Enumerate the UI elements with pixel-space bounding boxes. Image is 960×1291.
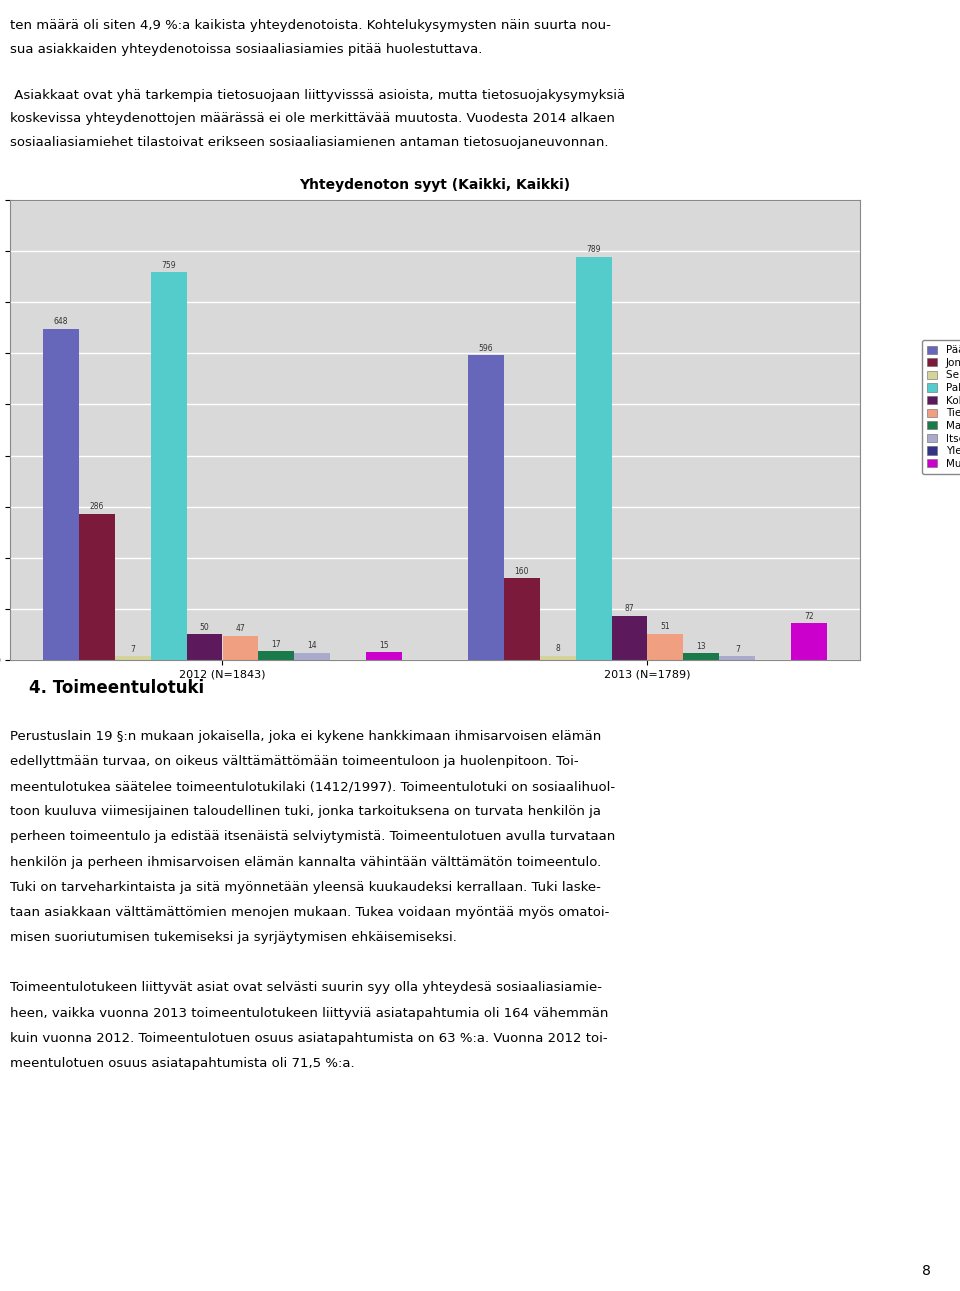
Text: meentulotukea säätelee toimeentulotukilaki (1412/1997). Toimeentulotuki on sosia: meentulotukea säätelee toimeentulotukila… <box>10 780 614 793</box>
Bar <box>258 652 295 660</box>
Text: Toimeentulotukeen liittyvät asiat ovat selvästi suurin syy olla yhteydesä sosiaa: Toimeentulotukeen liittyvät asiat ovat s… <box>10 981 602 994</box>
Text: 15: 15 <box>379 640 389 649</box>
Text: 596: 596 <box>478 343 493 352</box>
Bar <box>684 653 719 660</box>
Text: 17: 17 <box>272 640 281 649</box>
Text: koskevissa yhteydenottojen määrässä ei ole merkittävää muutosta. Vuodesta 2014 a: koskevissa yhteydenottojen määrässä ei o… <box>10 112 614 125</box>
Text: 50: 50 <box>200 622 209 631</box>
Bar <box>540 656 576 660</box>
Bar <box>719 656 756 660</box>
Bar <box>791 624 828 660</box>
Text: kuin vuonna 2012. Toimeentulotuen osuus asiatapahtumista on 63 %:a. Vuonna 2012 : kuin vuonna 2012. Toimeentulotuen osuus … <box>10 1032 608 1044</box>
Bar <box>468 355 504 660</box>
Text: 51: 51 <box>660 622 670 631</box>
Text: taan asiakkaan välttämättömien menojen mukaan. Tukea voidaan myöntää myös omatoi: taan asiakkaan välttämättömien menojen m… <box>10 906 609 919</box>
Text: toon kuuluva viimesijainen taloudellinen tuki, jonka tarkoituksena on turvata he: toon kuuluva viimesijainen taloudellinen… <box>10 806 601 818</box>
Text: Tuki on tarveharkintaista ja sitä myönnetään yleensä kuukaudeksi kerrallaan. Tuk: Tuki on tarveharkintaista ja sitä myönne… <box>10 880 600 893</box>
Text: edellyttmään turvaa, on oikeus välttämättömään toimeentuloon ja huolenpitoon. To: edellyttmään turvaa, on oikeus välttämät… <box>10 755 578 768</box>
Text: 4. Toimeentulotuki: 4. Toimeentulotuki <box>29 679 204 697</box>
Text: 7: 7 <box>131 646 135 653</box>
Text: ten määrä oli siten 4,9 %:a kaikista yhteydenotoista. Kohtelukysymysten näin suu: ten määrä oli siten 4,9 %:a kaikista yht… <box>10 19 611 32</box>
Bar <box>367 652 402 660</box>
Text: 160: 160 <box>515 567 529 576</box>
Bar <box>576 257 612 660</box>
Bar <box>647 634 684 660</box>
Text: meentulotuen osuus asiatapahtumista oli 71,5 %:a.: meentulotuen osuus asiatapahtumista oli … <box>10 1057 354 1070</box>
Text: 7: 7 <box>735 646 740 653</box>
Text: sua asiakkaiden yhteydenotoissa sosiaaliasiamies pitää huolestuttava.: sua asiakkaiden yhteydenotoissa sosiaali… <box>10 43 482 56</box>
Bar <box>114 656 151 660</box>
Text: heen, vaikka vuonna 2013 toimeentulotukeen liittyviä asiatapahtumia oli 164 vähe: heen, vaikka vuonna 2013 toimeentulotuke… <box>10 1007 608 1020</box>
Text: 789: 789 <box>587 245 601 254</box>
Text: sosiaaliasiamiehet tilastoivat erikseen sosiaaliasiamienen antaman tietosuojaneu: sosiaaliasiamiehet tilastoivat erikseen … <box>10 136 608 148</box>
Text: henkilön ja perheen ihmisarvoisen elämän kannalta vähintään välttämätön toimeent: henkilön ja perheen ihmisarvoisen elämän… <box>10 856 601 869</box>
Text: 72: 72 <box>804 612 814 621</box>
Text: 14: 14 <box>307 642 317 651</box>
Bar <box>612 616 647 660</box>
Bar <box>223 636 258 660</box>
Text: 87: 87 <box>625 604 635 613</box>
Bar <box>79 514 114 660</box>
Title: Yhteydenoton syyt (Kaikki, Kaikki): Yhteydenoton syyt (Kaikki, Kaikki) <box>300 178 570 192</box>
Text: misen suoriutumisen tukemiseksi ja syrjäytymisen ehkäisemiseksi.: misen suoriutumisen tukemiseksi ja syrjä… <box>10 931 456 944</box>
Text: 13: 13 <box>697 642 707 651</box>
Legend: Päätökset/sopimukset, Jonotus/käsittelyaika, Selvitys toimenpidevaihtoehdoista, : Päätökset/sopimukset, Jonotus/käsittelya… <box>922 340 960 474</box>
Bar <box>504 578 540 660</box>
Text: 648: 648 <box>54 318 68 327</box>
Text: 47: 47 <box>235 625 246 634</box>
Text: Asiakkaat ovat yhä tarkempia tietosuojaan liittyvisssä asioista, mutta tietosuoj: Asiakkaat ovat yhä tarkempia tietosuojaa… <box>10 89 625 102</box>
Bar <box>42 329 79 660</box>
Text: 8: 8 <box>555 644 560 653</box>
Text: 286: 286 <box>89 502 104 511</box>
Text: 8: 8 <box>923 1264 931 1278</box>
Bar <box>151 272 186 660</box>
Text: 759: 759 <box>161 261 176 270</box>
Text: Perustuslain 19 §:n mukaan jokaisella, joka ei kykene hankkimaan ihmisarvoisen e: Perustuslain 19 §:n mukaan jokaisella, j… <box>10 729 601 742</box>
Bar <box>295 653 330 660</box>
Bar <box>186 634 223 660</box>
Text: perheen toimeentulo ja edistää itsenäistä selviytymistä. Toimeentulotuen avulla : perheen toimeentulo ja edistää itsenäist… <box>10 830 614 843</box>
